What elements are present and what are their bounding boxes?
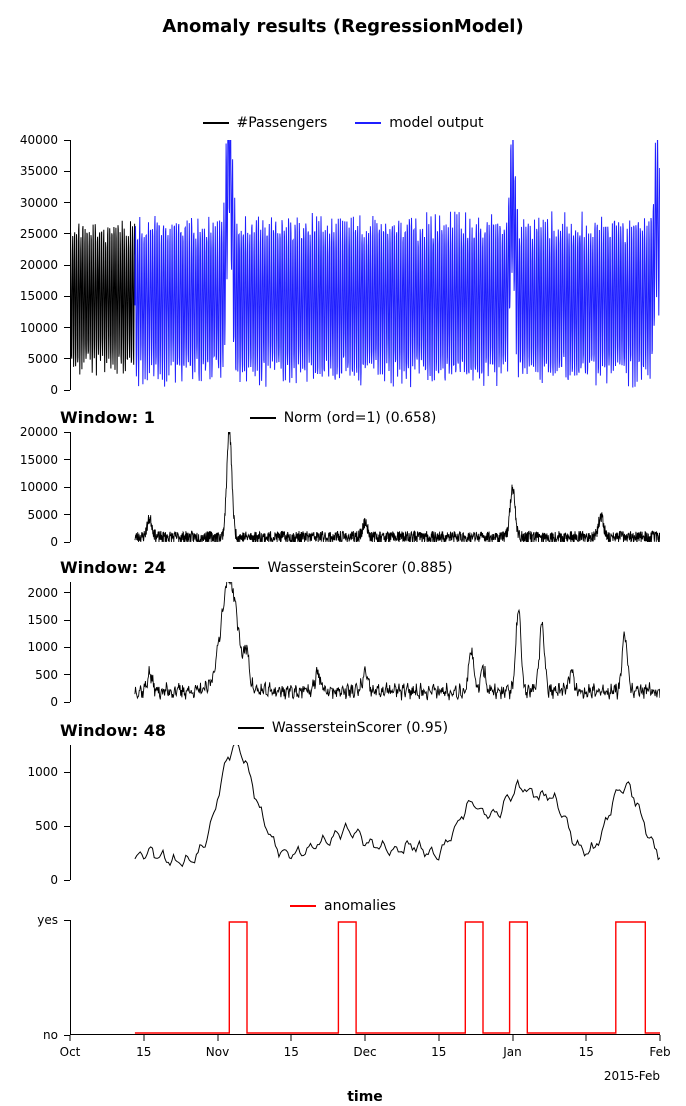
xtick-label: Nov [206,1035,229,1059]
legend-swatch [233,567,259,569]
ytick-label: 0 [50,383,70,397]
ytick-label: 30000 [20,196,70,210]
plot-window1 [70,432,660,542]
ytick-label: 500 [35,668,70,682]
xtick-label: Jan [503,1035,522,1059]
xaxis-caption: 2015-Feb [604,1069,660,1083]
legend-item-norm1: Norm (ord=1) (0.658) [250,410,437,426]
panel-anomalies-legend: anomalies [0,898,686,914]
legend-swatch [250,417,276,419]
ytick-label: 5000 [27,352,70,366]
series-anomalies [135,922,660,1033]
series-wscorer48 [135,745,660,866]
panel-window48: Window: 48 05001000 [70,745,660,880]
legend-item-wscorer24: WassersteinScorer (0.885) [233,560,452,576]
series-model-output [135,140,660,387]
xtick-label: 15 [284,1035,299,1059]
series-passengers [70,221,135,376]
xaxis-label: time [70,1089,660,1105]
legend-item-passengers: #Passengers [203,115,328,131]
plot-window48 [70,745,660,880]
plot-passengers [70,140,660,390]
legend-label: WassersteinScorer (0.95) [272,720,448,736]
ytick-label: 0 [50,873,70,887]
ytick-label: 1500 [27,613,70,627]
panel-inset-title: Window: 24 [60,558,166,577]
ytick-label: 15000 [20,289,70,303]
legend-label: #Passengers [237,115,328,131]
panel-inset-title: Window: 48 [60,721,166,740]
panel-passengers-legend: #Passengers model output [0,115,686,131]
ytick-label: 40000 [20,133,70,147]
xtick-label: 15 [579,1035,594,1059]
legend-swatch [290,905,316,907]
series-norm1 [135,432,660,542]
xtick-label: Feb [649,1035,670,1059]
ytick-label: 25000 [20,227,70,241]
xtick-label: Oct [60,1035,81,1059]
ytick-label: 0 [50,535,70,549]
ytick-label: 1000 [27,640,70,654]
ytick-label: 2000 [27,586,70,600]
panel-passengers: 0500010000150002000025000300003500040000 [70,140,660,390]
ytick-label: 20000 [20,425,70,439]
legend-item-model-output: model output [355,115,483,131]
legend-item-anomalies: anomalies [290,898,396,914]
xtick-label: 15 [136,1035,151,1059]
xtick-label: 15 [431,1035,446,1059]
ytick-label: 5000 [27,508,70,522]
ytick-label: 15000 [20,453,70,467]
series-wscorer24 [135,582,660,700]
legend-item-wscorer48: WassersteinScorer (0.95) [238,720,448,736]
ytick-label: 10000 [20,480,70,494]
ytick-label: 0 [50,695,70,709]
ytick-label: 10000 [20,321,70,335]
figure: Anomaly results (RegressionModel) #Passe… [0,0,686,1106]
panel-window1: Window: 1 05000100001500020000 [70,432,660,542]
ytick-label: 20000 [20,258,70,272]
legend-label: WassersteinScorer (0.885) [267,560,452,576]
panel-anomalies: 2015-Feb time noyesOct15Nov15Dec15Jan15F… [70,920,660,1035]
panel-window24: Window: 24 0500100015002000 [70,582,660,702]
ytick-label: 35000 [20,164,70,178]
legend-swatch [203,122,229,124]
xtick-label: Dec [353,1035,376,1059]
legend-swatch [355,122,381,124]
plot-window24 [70,582,660,702]
ytick-label: yes [37,913,70,927]
ytick-label: 500 [35,819,70,833]
figure-title: Anomaly results (RegressionModel) [0,16,686,37]
plot-anomalies [70,920,660,1035]
legend-label: model output [389,115,483,131]
legend-label: Norm (ord=1) (0.658) [284,410,437,426]
legend-label: anomalies [324,898,396,914]
panel-inset-title: Window: 1 [60,408,155,427]
ytick-label: 1000 [27,765,70,779]
legend-swatch [238,727,264,729]
